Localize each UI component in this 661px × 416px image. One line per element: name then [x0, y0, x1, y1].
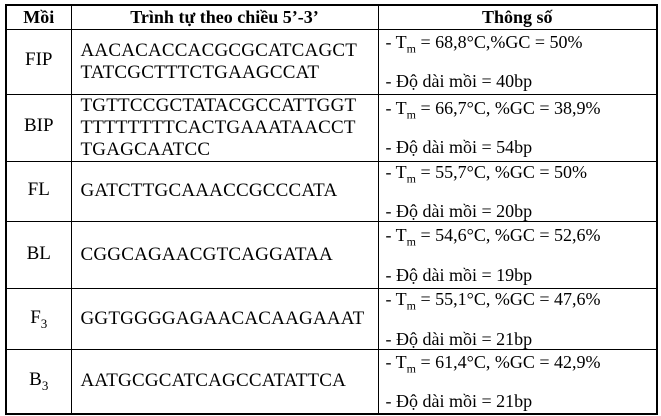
- params-stack: - Tm = 55,1°C, %GC = 47,6% - Độ dài mồi …: [385, 289, 655, 349]
- tm-line: - Tm = 61,4°C, %GC = 42,9%: [386, 352, 655, 379]
- primer-table: Mồi Trình tự theo chiều 5’-3’ Thông số F…: [5, 4, 658, 415]
- table-row: FL GATCTTGCAAACCGCCCATA - Tm = 55,7°C, %…: [5, 160, 658, 223]
- primer-name: BL: [5, 221, 72, 290]
- tm-value: = 68,8°C,%GC = 50%: [416, 31, 583, 52]
- primer-name: FL: [5, 160, 72, 223]
- primer-name-base: FIP: [25, 49, 53, 71]
- sequence-text: TGTTCCGCTATACGCCATTGGT TTTTTTTTCACTGAAAT…: [70, 93, 379, 162]
- params-stack: - Tm = 55,7°C, %GC = 50% - Độ dài mồi = …: [385, 161, 655, 222]
- tm-value: = 55,7°C, %GC = 50%: [416, 161, 588, 182]
- tm-sub: m: [406, 107, 417, 122]
- header-sequence: Trình tự theo chiều 5’-3’: [70, 4, 379, 30]
- tm-value: = 66,7°C, %GC = 38,9%: [416, 97, 601, 118]
- tm-label: - T: [385, 351, 407, 372]
- primer-name-base: BL: [26, 242, 51, 264]
- header-primer: Mồi: [5, 4, 72, 30]
- params-stack: - Tm = 66,7°C, %GC = 38,9% - Độ dài mồi …: [386, 98, 655, 158]
- tm-sub: m: [406, 171, 417, 186]
- table-row: BIP TGTTCCGCTATACGCCATTGGT TTTTTTTTCACTG…: [5, 93, 658, 162]
- tm-value: = 55,1°C, %GC = 47,6%: [416, 289, 601, 310]
- tm-line: - Tm = 55,1°C, %GC = 47,6%: [385, 289, 655, 316]
- params-cell: - Tm = 66,7°C, %GC = 38,9% - Độ dài mồi …: [377, 93, 658, 162]
- primer-name-base: BIP: [23, 115, 54, 137]
- tm-sub: m: [406, 298, 417, 313]
- tm-sub: m: [406, 234, 417, 249]
- length-line: - Độ dài mồi = 40bp: [385, 71, 533, 92]
- length-line: - Độ dài mồi = 54bp: [385, 137, 533, 158]
- tm-line: - Tm = 66,7°C, %GC = 38,9%: [386, 98, 655, 125]
- primer-name-sub: 3: [40, 315, 48, 331]
- params-cell: - Tm = 55,7°C, %GC = 50% - Độ dài mồi = …: [377, 160, 658, 223]
- length-line: - Độ dài mồi = 21bp: [385, 328, 533, 349]
- header-row: Mồi Trình tự theo chiều 5’-3’ Thông số: [5, 4, 658, 30]
- primer-name: BIP: [5, 93, 72, 162]
- primer-name: FIP: [5, 28, 72, 95]
- tm-line: - Tm = 55,7°C, %GC = 50%: [385, 161, 655, 188]
- tm-label: - T: [385, 97, 407, 118]
- length-line: - Độ dài mồi = 21bp: [385, 391, 533, 412]
- tm-label: - T: [385, 31, 407, 52]
- primer-name: F3: [5, 288, 72, 351]
- primer-name-base: FL: [27, 178, 50, 200]
- sequence-text: GGTGGGGAGAACACAAGAAAT: [70, 288, 379, 351]
- primer-name-sub: 3: [41, 377, 49, 393]
- sequence-text: AACACACCACGCGCATCAGCT TATCGCTTTCTGAAGCCA…: [70, 28, 379, 95]
- tm-line: - Tm = 54,6°C, %GC = 52,6%: [386, 225, 655, 252]
- sequence-text: GATCTTGCAAACCGCCCATA: [70, 160, 379, 223]
- primer-name-base: B: [29, 368, 42, 390]
- table-row: BL CGGCAGAACGTCAGGATAA - Tm = 54,6°C, %G…: [5, 221, 658, 290]
- table-row: F3 GGTGGGGAGAACACAAGAAAT - Tm = 55,1°C, …: [5, 288, 658, 351]
- tm-label: - T: [385, 161, 407, 182]
- tm-label: - T: [385, 289, 407, 310]
- tm-sub: m: [406, 361, 417, 376]
- params-stack: - Tm = 61,4°C, %GC = 42,9% - Độ dài mồi …: [386, 352, 655, 412]
- tm-value: = 54,6°C, %GC = 52,6%: [416, 225, 601, 246]
- tm-label: - T: [385, 225, 407, 246]
- length-line: - Độ dài mồi = 19bp: [385, 264, 533, 285]
- sequence-text: AATGCGCATCAGCCATATTCA: [70, 349, 379, 415]
- header-params: Thông số: [377, 4, 658, 30]
- primer-name-base: F: [30, 306, 41, 328]
- params-stack: - Tm = 68,8°C,%GC = 50% - Độ dài mồi = 4…: [386, 32, 655, 92]
- sequence-text: CGGCAGAACGTCAGGATAA: [70, 221, 379, 290]
- params-cell: - Tm = 54,6°C, %GC = 52,6% - Độ dài mồi …: [377, 221, 658, 290]
- tm-value: = 61,4°C, %GC = 42,9%: [416, 351, 601, 372]
- params-cell: - Tm = 55,1°C, %GC = 47,6% - Độ dài mồi …: [377, 288, 658, 351]
- tm-line: - Tm = 68,8°C,%GC = 50%: [386, 32, 655, 59]
- params-cell: - Tm = 68,8°C,%GC = 50% - Độ dài mồi = 4…: [377, 28, 658, 95]
- primer-name: B3: [5, 349, 72, 415]
- table-row: FIP AACACACCACGCGCATCAGCT TATCGCTTTCTGAA…: [5, 28, 658, 95]
- length-line: - Độ dài mồi = 20bp: [385, 201, 533, 222]
- tm-sub: m: [406, 41, 417, 56]
- params-stack: - Tm = 54,6°C, %GC = 52,6% - Độ dài mồi …: [386, 225, 655, 285]
- params-cell: - Tm = 61,4°C, %GC = 42,9% - Độ dài mồi …: [377, 349, 658, 415]
- table-row: B3 AATGCGCATCAGCCATATTCA - Tm = 61,4°C, …: [5, 349, 658, 415]
